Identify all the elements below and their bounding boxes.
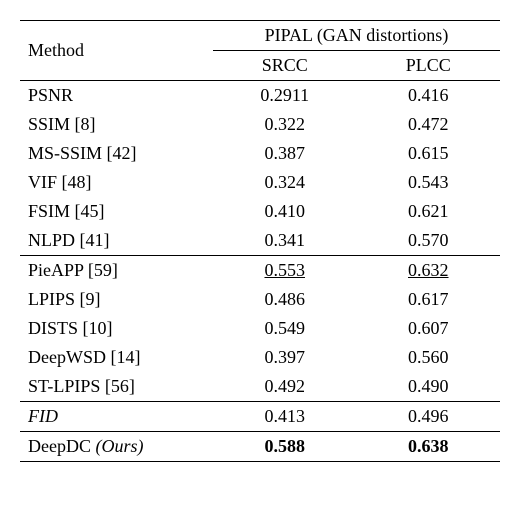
plcc-cell: 0.472 bbox=[357, 110, 500, 139]
method-header: Method bbox=[20, 21, 213, 81]
plcc-cell: 0.416 bbox=[357, 81, 500, 111]
plcc-cell: 0.560 bbox=[357, 343, 500, 372]
method-cell: PSNR bbox=[20, 81, 213, 111]
srcc-cell: 0.397 bbox=[213, 343, 357, 372]
dataset-header: PIPAL (GAN distortions) bbox=[213, 21, 500, 51]
srcc-cell: 0.588 bbox=[213, 432, 357, 462]
plcc-cell: 0.617 bbox=[357, 285, 500, 314]
table-row: SSIM [8] 0.322 0.472 bbox=[20, 110, 500, 139]
srcc-cell: 0.387 bbox=[213, 139, 357, 168]
method-cell: FSIM [45] bbox=[20, 197, 213, 226]
plcc-cell: 0.490 bbox=[357, 372, 500, 402]
srcc-cell: 0.549 bbox=[213, 314, 357, 343]
srcc-cell: 0.2911 bbox=[213, 81, 357, 111]
method-cell: LPIPS [9] bbox=[20, 285, 213, 314]
method-cell: MS-SSIM [42] bbox=[20, 139, 213, 168]
method-cell: NLPD [41] bbox=[20, 226, 213, 256]
plcc-cell: 0.607 bbox=[357, 314, 500, 343]
srcc-header: SRCC bbox=[213, 51, 357, 81]
plcc-cell: 0.621 bbox=[357, 197, 500, 226]
srcc-cell: 0.486 bbox=[213, 285, 357, 314]
plcc-cell: 0.543 bbox=[357, 168, 500, 197]
srcc-cell: 0.492 bbox=[213, 372, 357, 402]
table-row: LPIPS [9] 0.486 0.617 bbox=[20, 285, 500, 314]
plcc-cell: 0.632 bbox=[357, 256, 500, 286]
table-row: PSNR 0.2911 0.416 bbox=[20, 81, 500, 111]
header-row-1: Method PIPAL (GAN distortions) bbox=[20, 21, 500, 51]
srcc-cell: 0.341 bbox=[213, 226, 357, 256]
table-row: FID 0.413 0.496 bbox=[20, 402, 500, 432]
srcc-cell: 0.410 bbox=[213, 197, 357, 226]
method-cell: FID bbox=[20, 402, 213, 432]
plcc-cell: 0.570 bbox=[357, 226, 500, 256]
table-row: ST-LPIPS [56] 0.492 0.490 bbox=[20, 372, 500, 402]
srcc-cell: 0.324 bbox=[213, 168, 357, 197]
table-row: DeepWSD [14] 0.397 0.560 bbox=[20, 343, 500, 372]
table-row: FSIM [45] 0.410 0.621 bbox=[20, 197, 500, 226]
table-row: NLPD [41] 0.341 0.570 bbox=[20, 226, 500, 256]
method-cell: DeepDC (Ours) bbox=[20, 432, 213, 462]
srcc-cell: 0.553 bbox=[213, 256, 357, 286]
method-cell: DeepWSD [14] bbox=[20, 343, 213, 372]
plcc-cell: 0.638 bbox=[357, 432, 500, 462]
method-cell: VIF [48] bbox=[20, 168, 213, 197]
method-cell: DISTS [10] bbox=[20, 314, 213, 343]
results-table: Method PIPAL (GAN distortions) SRCC PLCC… bbox=[20, 20, 500, 462]
method-cell: SSIM [8] bbox=[20, 110, 213, 139]
table-row: PieAPP [59] 0.553 0.632 bbox=[20, 256, 500, 286]
table-row: DeepDC (Ours) 0.588 0.638 bbox=[20, 432, 500, 462]
srcc-cell: 0.322 bbox=[213, 110, 357, 139]
plcc-cell: 0.615 bbox=[357, 139, 500, 168]
plcc-cell: 0.496 bbox=[357, 402, 500, 432]
srcc-cell: 0.413 bbox=[213, 402, 357, 432]
table-row: MS-SSIM [42] 0.387 0.615 bbox=[20, 139, 500, 168]
method-cell: PieAPP [59] bbox=[20, 256, 213, 286]
method-cell: ST-LPIPS [56] bbox=[20, 372, 213, 402]
plcc-header: PLCC bbox=[357, 51, 500, 81]
table-row: DISTS [10] 0.549 0.607 bbox=[20, 314, 500, 343]
table-row: VIF [48] 0.324 0.543 bbox=[20, 168, 500, 197]
